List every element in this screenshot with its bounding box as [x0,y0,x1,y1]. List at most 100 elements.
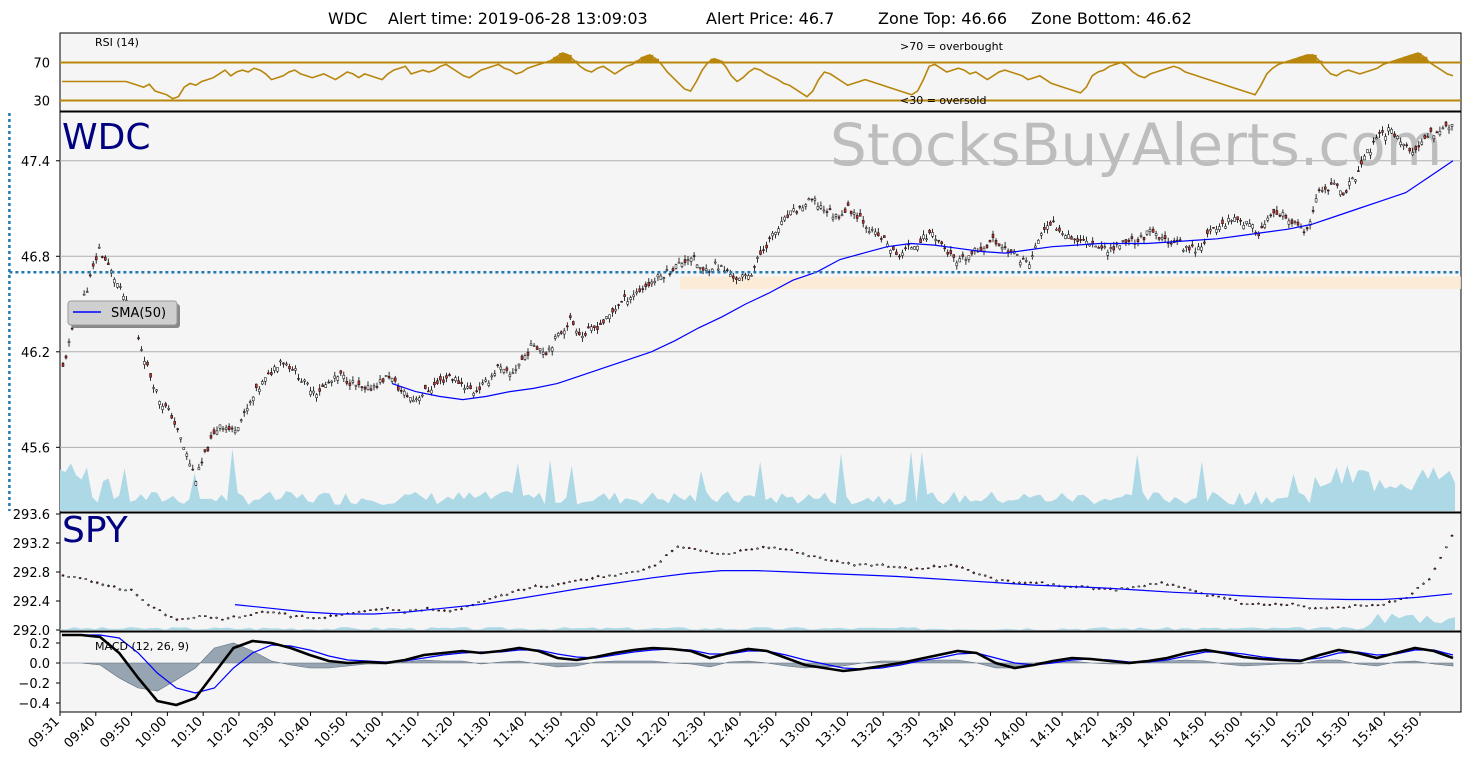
price-candle-body [1058,227,1061,232]
price-candle-body [807,198,811,201]
spy-candle-body [329,614,332,617]
price-candle-body [659,275,663,281]
spy-candle-body [1450,534,1454,537]
price-candle-body [813,198,817,201]
spy-candle-body [830,560,833,562]
price-candle-body [402,390,406,396]
price-candle-body [1444,121,1448,127]
spy-candle-body [260,611,264,613]
price-candle-body [318,388,321,392]
price-candle-body [1139,235,1143,237]
rsi-overbought-mark [553,56,561,63]
macd-line [62,633,1454,707]
spy-candle-body [204,615,207,617]
price-candle-body [970,250,974,255]
price-candle-body [795,211,799,214]
price-candle-body [478,386,481,390]
spy-candle-body [152,606,156,609]
price-candle-body [1100,245,1103,249]
price-candle-body [300,381,303,383]
price-candle-body [469,385,472,389]
price-candle-body [653,280,657,283]
price-candle-body [578,331,581,336]
price-candle-body [1130,236,1134,239]
price-candle-body [1206,229,1209,235]
price-candle-body [1438,131,1442,136]
spy-candle-body [528,587,532,589]
spy-candle-body [164,614,167,616]
watermark: StocksBuyAlerts.com [830,111,1442,179]
spy-candle-body [705,550,708,553]
spy-candle-body [676,546,680,548]
spy-candle-body [1422,582,1425,585]
spy-candle-body [517,589,520,591]
price-candle-body [209,435,213,439]
spy-candle-body [95,581,99,584]
price-candle-body [454,377,457,382]
price-candle-body [931,232,934,237]
price-candle-body [626,301,629,305]
spy-candle-body [659,560,662,563]
spy-candle-body [653,564,657,567]
price-candle-body [191,468,195,471]
spy-candle-body [1188,589,1192,591]
spy-candle-body [278,612,281,615]
price-candle-body [258,388,261,392]
price-candle-body [381,378,385,383]
spy-candle-body [1149,583,1152,585]
price-candle-body [1263,224,1267,228]
spy-candle-body [1205,595,1209,597]
spy-candle-body [961,567,964,569]
rsi-overbought-mark [1298,56,1306,63]
price-candle-body [762,249,765,251]
price-candle-body [1052,220,1055,223]
price-candle-body [1197,246,1200,251]
price-candle-body [116,283,119,288]
price-candle-body [1018,261,1022,266]
price-candle-body [1169,242,1173,245]
price-candle-body [562,330,566,335]
spy-candle-body [710,552,714,554]
price-candle-body [590,326,593,331]
price-candle-body [1043,226,1046,230]
spy-candle-body [317,617,321,620]
price-candle-body [1028,264,1031,269]
spy-candle-body [1439,557,1442,559]
price-candle-body [267,372,270,375]
spy-candle-body [1308,607,1311,609]
spy-candle-body [363,610,366,613]
price-candle-body [1348,181,1351,186]
price-candle-body [1372,140,1375,143]
spy-candle-body [744,548,748,551]
spy-sma-line [234,569,1453,615]
price-candle-body [409,397,412,402]
price-candle-body [538,348,542,352]
price-candle-body [741,274,744,278]
price-candle-body [255,383,258,388]
price-candle-body [1212,227,1215,229]
volume-area [60,448,1455,511]
price-candle-body [1061,233,1064,235]
spy-candle-body [380,608,384,610]
price-candle-body [1420,141,1424,145]
spy-candle-body [716,553,719,555]
spy-candle-body [813,555,816,558]
price-candle-body [671,268,675,272]
spy-candle-body [215,616,218,619]
price-candle-body [1351,177,1354,180]
spy-candle-body [784,548,788,551]
price-candle-body [487,382,491,386]
spy-candle-body [579,579,583,581]
price-candle-body [1429,127,1433,132]
price-candle-body [173,421,176,425]
spy-candle-body [1348,606,1351,608]
price-candle-body [1003,246,1007,248]
price-candle-body [149,373,152,378]
price-candle-body [1414,146,1418,151]
price-candle-body [70,327,74,330]
price-candle-body [430,389,433,394]
price-candle-body [1021,258,1025,260]
price-sma-line [391,160,1454,401]
spy-candle-body [340,614,344,616]
price-candle-body [194,481,198,486]
